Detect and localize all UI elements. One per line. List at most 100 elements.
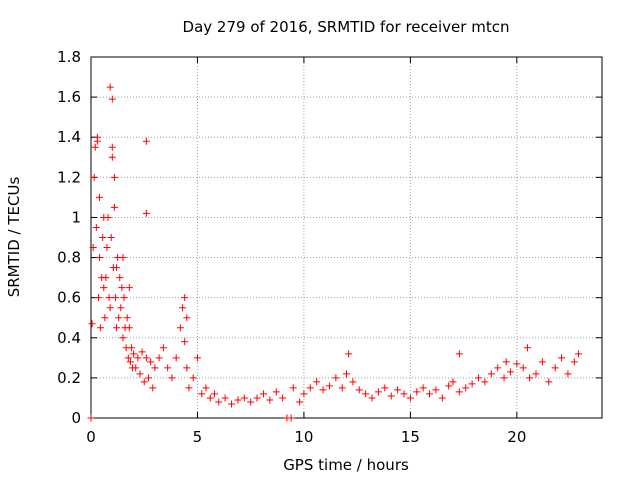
data-point: [126, 358, 134, 366]
data-point: [118, 284, 126, 292]
data-point: [296, 398, 304, 406]
data-point: [100, 213, 108, 221]
data-point: [132, 364, 140, 372]
x-tick-label: 5: [193, 428, 203, 446]
data-point: [108, 143, 116, 151]
data-point: [221, 394, 229, 402]
data-point: [506, 368, 514, 376]
x-tick-label: 20: [507, 428, 526, 446]
data-point: [155, 354, 163, 362]
data-point: [394, 386, 402, 394]
data-point: [183, 364, 191, 372]
data-point: [400, 390, 408, 398]
data-point: [332, 374, 340, 382]
data-point: [176, 324, 184, 332]
data-point: [116, 274, 124, 282]
data-point: [462, 384, 470, 392]
x-axis-label: GPS time / hours: [283, 456, 409, 474]
chart-title: Day 279 of 2016, SRMTID for receiver mtc…: [183, 18, 510, 36]
data-point: [140, 378, 148, 386]
data-point: [127, 344, 135, 352]
y-tick-label: 0: [71, 409, 81, 427]
y-tick-label: 1.2: [57, 168, 81, 186]
data-point: [96, 254, 104, 262]
data-point: [253, 394, 261, 402]
data-point: [279, 394, 287, 402]
data-point: [289, 384, 297, 392]
data-point: [100, 284, 108, 292]
data-point: [362, 390, 370, 398]
data-point: [532, 370, 540, 378]
data-point: [343, 370, 350, 378]
data-point: [374, 388, 382, 396]
data-point: [513, 360, 521, 368]
data-point: [164, 364, 172, 372]
data-point: [105, 294, 113, 302]
y-tick-label: 1.6: [57, 88, 81, 106]
data-point: [89, 244, 97, 252]
data-point: [551, 364, 559, 372]
data-point: [523, 344, 531, 352]
data-point: [300, 390, 308, 398]
series-srmtid: [87, 83, 583, 422]
data-point: [426, 390, 434, 398]
data-point: [198, 390, 206, 398]
data-point: [313, 378, 321, 386]
data-point: [179, 304, 187, 312]
data-point: [138, 348, 146, 356]
data-point: [183, 314, 191, 322]
data-point: [117, 304, 125, 312]
data-point: [111, 294, 119, 302]
data-point: [181, 338, 189, 346]
y-tick-label: 1.4: [57, 128, 81, 146]
data-point: [119, 334, 127, 342]
data-point: [575, 350, 583, 358]
data-point: [159, 344, 167, 352]
data-point: [455, 350, 463, 358]
data-point: [115, 314, 123, 322]
data-point: [168, 374, 176, 382]
data-point: [325, 382, 333, 390]
y-tick-label: 0.8: [57, 249, 81, 267]
data-point: [119, 254, 127, 262]
data-point: [113, 324, 121, 332]
data-point: [92, 223, 100, 231]
y-axis: 0 0.2 0.4 0.6 0.8 1 1.2 1.4 1.6 1.8: [57, 48, 602, 427]
data-point: [149, 384, 157, 392]
data-point: [106, 83, 114, 91]
data-point: [345, 350, 353, 358]
data-point: [538, 358, 546, 366]
data-point: [172, 354, 180, 362]
data-point: [99, 234, 107, 241]
data-point: [87, 414, 95, 422]
data-point: [125, 324, 133, 332]
y-tick-label: 0.4: [57, 329, 81, 347]
data-point: [181, 294, 189, 302]
data-point: [144, 374, 152, 382]
y-tick-label: 1.8: [57, 48, 81, 66]
data-point: [97, 324, 105, 332]
data-point: [107, 234, 115, 241]
data-point: [368, 394, 376, 402]
data-point: [106, 304, 114, 312]
data-point: [355, 386, 363, 394]
data-point: [91, 143, 99, 151]
data-point: [468, 380, 476, 388]
data-point: [147, 358, 155, 366]
x-axis: 0 5 10 15 20: [86, 57, 526, 446]
data-point: [134, 354, 142, 362]
data-point: [93, 137, 101, 145]
data-point: [124, 354, 132, 362]
data-point: [206, 394, 214, 402]
data-point: [381, 384, 389, 392]
data-point: [387, 392, 395, 400]
data-point: [123, 314, 131, 322]
data-point: [570, 358, 578, 366]
data-point: [287, 414, 295, 422]
data-point: [110, 173, 118, 181]
data-point: [445, 382, 453, 390]
x-tick-label: 0: [86, 428, 96, 446]
y-tick-label: 1: [71, 208, 81, 226]
data-point: [88, 320, 96, 328]
